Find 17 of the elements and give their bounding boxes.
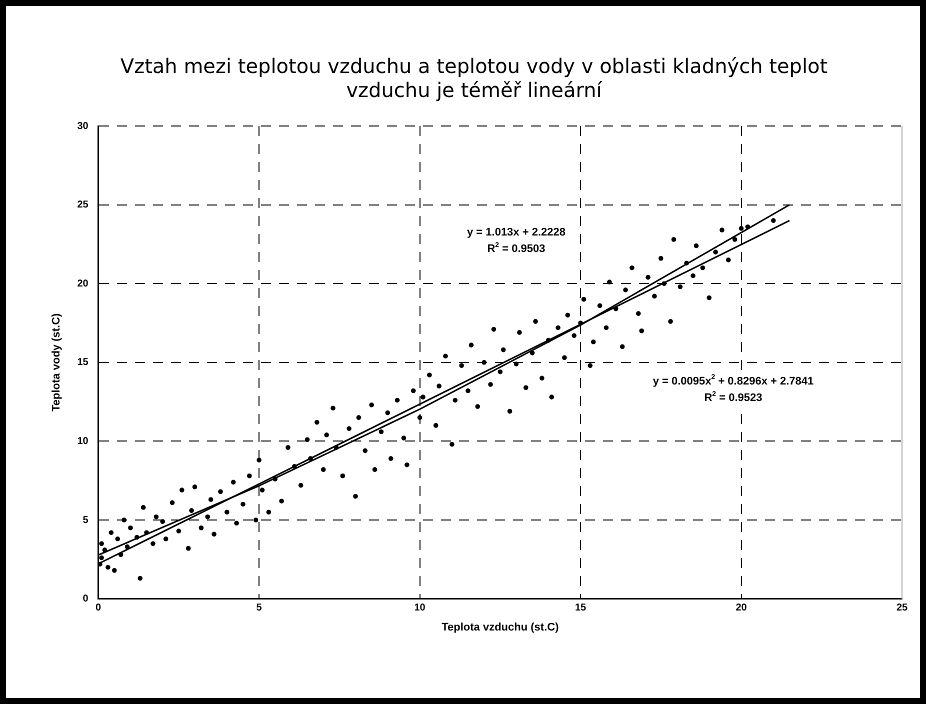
y-tick-label: 20 [77,278,89,290]
chart-title: Vztah mezi teplotou vzduchu a teplotou vody v oblasti kladných teplot vzduchu je téměř lineární [120,54,828,102]
x-tick-label: 25 [896,602,908,614]
y-tick-label: 5 [82,514,89,526]
x-tick-label: 20 [736,602,748,614]
y-tick-label: 15 [77,357,89,368]
y-tick-label: 0 [82,594,89,605]
x-tick-label: 15 [574,602,587,614]
y-tick-label: 25 [77,200,89,211]
x-tick-label: 5 [256,602,262,614]
x-tick-label: 0 [96,602,102,614]
y-axis-title: Teplota vody (st.C) [50,312,63,412]
x-tick-label: 10 [414,602,426,614]
y-tick-label: 10 [77,436,89,447]
x-axis-title: Teplota vzduchu (st.C) [442,621,560,634]
annotation: y = 1.013x + 2.2228 [466,226,566,238]
y-tick-label: 30 [77,120,89,132]
